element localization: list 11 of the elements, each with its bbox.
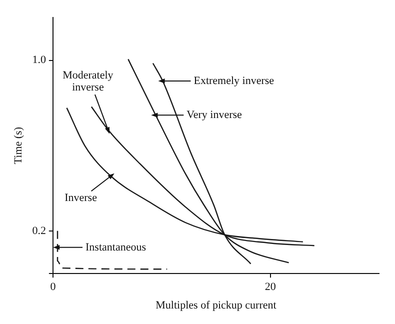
x-tick-label: 0 — [50, 281, 56, 294]
y-tick-label: 1.0 — [32, 54, 46, 66]
annotation: Extremely inverse — [194, 74, 274, 87]
annotation: Very inverse — [186, 108, 242, 121]
annotation: Instantaneous — [86, 241, 146, 254]
y-axis-title: Time (s) — [12, 126, 24, 164]
x-tick-label: 20 — [264, 281, 276, 294]
x-axis-title: Multiples of pickup current — [156, 299, 276, 312]
annotation: Moderately inverse — [62, 69, 114, 94]
y-tick-label: 0.2 — [32, 224, 46, 237]
annotation: Inverse — [64, 192, 98, 204]
